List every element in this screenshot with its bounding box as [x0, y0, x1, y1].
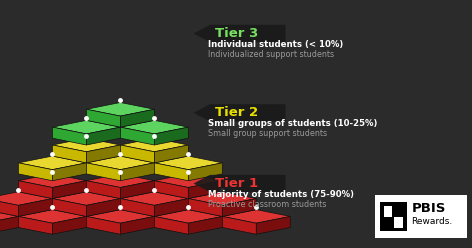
Polygon shape — [120, 217, 154, 234]
Text: Tier 1: Tier 1 — [215, 177, 258, 190]
Polygon shape — [86, 127, 120, 145]
Polygon shape — [188, 163, 222, 181]
Polygon shape — [52, 127, 86, 145]
Text: Tier 3: Tier 3 — [215, 27, 258, 40]
Polygon shape — [154, 156, 222, 170]
FancyBboxPatch shape — [394, 217, 403, 228]
Polygon shape — [154, 163, 188, 181]
Polygon shape — [18, 199, 52, 217]
Polygon shape — [120, 163, 154, 181]
Polygon shape — [18, 217, 52, 234]
Text: Tier 2: Tier 2 — [215, 106, 258, 119]
Text: Rewards.: Rewards. — [412, 217, 453, 226]
Text: Individualized support students: Individualized support students — [208, 50, 334, 59]
Polygon shape — [86, 181, 120, 199]
Polygon shape — [154, 199, 188, 217]
Polygon shape — [154, 210, 222, 223]
Polygon shape — [154, 217, 188, 234]
Polygon shape — [194, 175, 286, 192]
Polygon shape — [154, 181, 188, 199]
Polygon shape — [222, 199, 256, 217]
Polygon shape — [120, 138, 188, 152]
Polygon shape — [222, 210, 290, 223]
Text: PBIS: PBIS — [412, 202, 446, 215]
Text: Proactive classroom students: Proactive classroom students — [208, 200, 326, 209]
Polygon shape — [52, 138, 120, 152]
Polygon shape — [86, 210, 154, 223]
Polygon shape — [154, 127, 188, 145]
Polygon shape — [52, 199, 86, 217]
Polygon shape — [86, 199, 120, 217]
Polygon shape — [120, 192, 188, 205]
Polygon shape — [86, 163, 120, 181]
Polygon shape — [188, 192, 256, 205]
Polygon shape — [120, 145, 154, 163]
Polygon shape — [194, 25, 286, 42]
Text: Individual students (< 10%): Individual students (< 10%) — [208, 40, 343, 49]
Polygon shape — [18, 181, 52, 199]
Text: Majority of students (75-90%): Majority of students (75-90%) — [208, 190, 354, 199]
Polygon shape — [86, 217, 120, 234]
Polygon shape — [154, 174, 222, 187]
Polygon shape — [18, 163, 52, 181]
Polygon shape — [86, 145, 120, 163]
Polygon shape — [194, 104, 286, 122]
Polygon shape — [120, 199, 154, 217]
Polygon shape — [256, 217, 290, 234]
FancyBboxPatch shape — [380, 202, 407, 231]
Polygon shape — [0, 210, 18, 223]
Polygon shape — [52, 217, 86, 234]
Polygon shape — [86, 174, 154, 187]
Polygon shape — [86, 109, 120, 127]
Polygon shape — [0, 199, 18, 217]
Polygon shape — [222, 217, 256, 234]
Polygon shape — [120, 181, 154, 199]
Polygon shape — [188, 217, 222, 234]
Polygon shape — [0, 192, 52, 205]
FancyBboxPatch shape — [384, 206, 392, 217]
Polygon shape — [52, 192, 120, 205]
Polygon shape — [120, 109, 154, 127]
Polygon shape — [18, 174, 86, 187]
Polygon shape — [18, 210, 86, 223]
Text: Small groups of students (10-25%): Small groups of students (10-25%) — [208, 120, 377, 128]
Polygon shape — [52, 181, 86, 199]
Polygon shape — [120, 127, 154, 145]
Polygon shape — [52, 145, 86, 163]
FancyBboxPatch shape — [375, 195, 467, 238]
Polygon shape — [52, 120, 120, 134]
Polygon shape — [120, 120, 188, 134]
Polygon shape — [52, 163, 86, 181]
Polygon shape — [188, 199, 222, 217]
Text: Small group support students: Small group support students — [208, 129, 327, 138]
Polygon shape — [18, 156, 86, 170]
Polygon shape — [86, 102, 154, 116]
Polygon shape — [188, 181, 222, 199]
Polygon shape — [0, 217, 18, 234]
Polygon shape — [86, 156, 154, 170]
Polygon shape — [154, 145, 188, 163]
